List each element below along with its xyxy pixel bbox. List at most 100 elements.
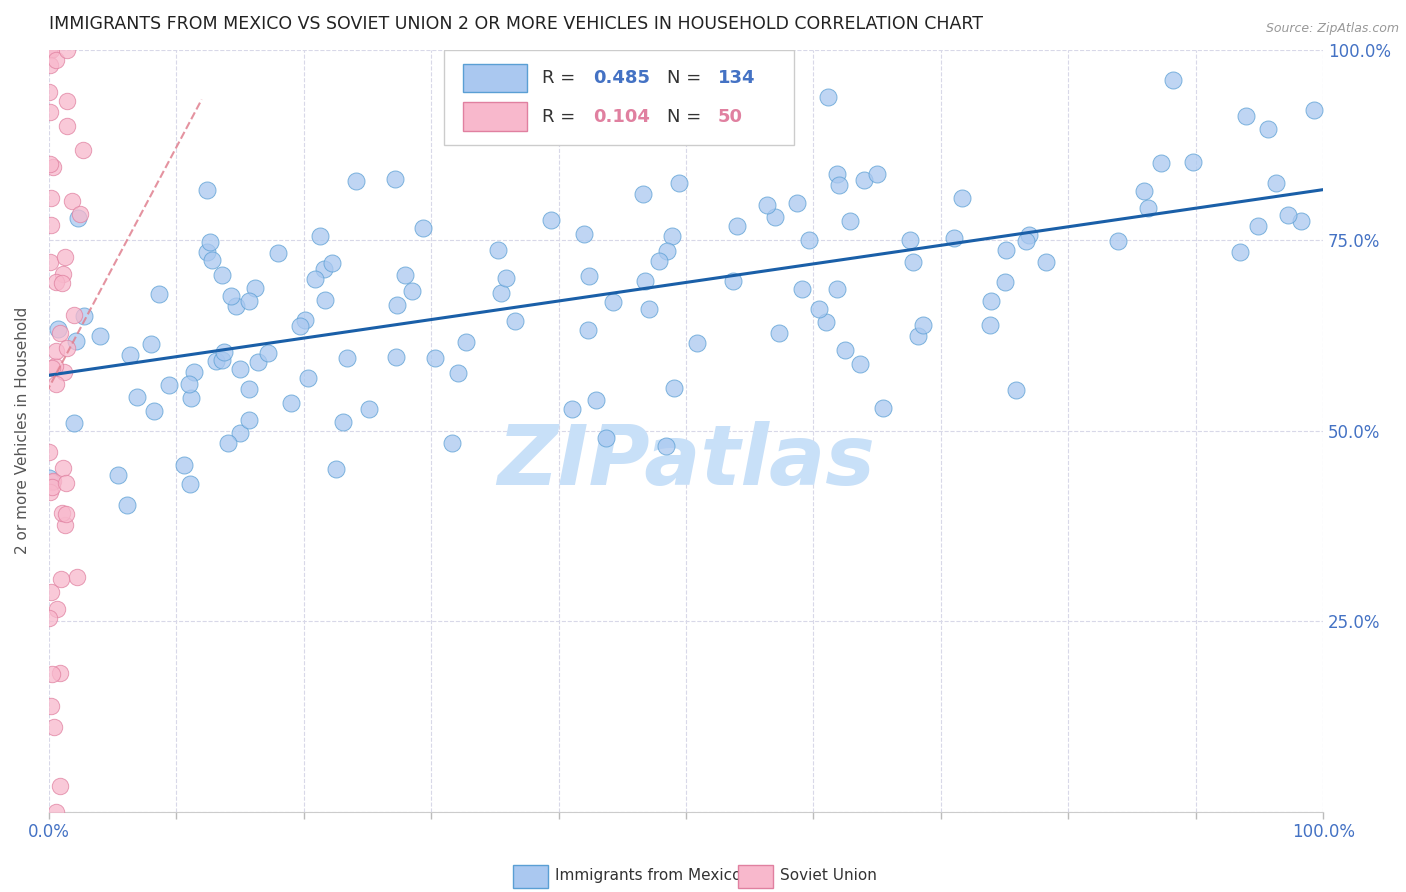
Point (825, 167, 848, 181)
Text: R =: R = (541, 108, 581, 126)
Point (72, 143, 94, 157)
Point (73, 310, 96, 324)
Point (634, 274, 657, 288)
Point (314, 293, 336, 308)
Point (325, 462, 347, 476)
Point (495, 270, 517, 285)
Text: Source: ZipAtlas.com: Source: ZipAtlas.com (1265, 22, 1399, 36)
Point (1035, 255, 1057, 269)
Point (66, 570, 89, 584)
Point (39, 157, 62, 171)
Point (595, 430, 617, 444)
Point (55, 507, 77, 521)
Point (205, 354, 228, 368)
Point (39, 485, 62, 500)
Point (200, 235, 222, 250)
Point (41, 698, 63, 713)
Point (574, 227, 596, 241)
Point (179, 477, 201, 491)
Point (141, 337, 163, 351)
Point (173, 458, 195, 472)
Point (1302, 103, 1324, 117)
Text: 134: 134 (718, 69, 755, 87)
Point (755, 197, 778, 211)
Point (312, 261, 335, 276)
Point (56, 119, 79, 133)
Point (107, 467, 129, 482)
Point (51, 276, 73, 290)
Point (309, 229, 332, 244)
Point (42, 475, 65, 489)
Text: Immigrants from Mexico: Immigrants from Mexico (555, 869, 742, 883)
Point (631, 186, 654, 201)
Point (256, 346, 278, 360)
Point (979, 318, 1001, 332)
Point (211, 268, 233, 282)
Text: Soviet Union: Soviet Union (780, 869, 877, 883)
Point (898, 233, 921, 247)
Point (41, 361, 63, 376)
Point (332, 415, 354, 429)
Point (1136, 201, 1159, 215)
Point (447, 366, 470, 380)
Point (211, 352, 233, 367)
Point (53, 366, 76, 380)
Point (39, 58, 62, 72)
Point (45, 275, 67, 289)
Point (62, 308, 84, 322)
Point (1133, 184, 1156, 198)
Point (63, 416, 86, 430)
FancyBboxPatch shape (463, 63, 527, 93)
Point (46, 321, 69, 335)
Point (225, 299, 247, 313)
Point (725, 219, 748, 233)
Point (41, 475, 63, 490)
Point (561, 401, 583, 416)
Text: N =: N = (666, 69, 707, 87)
Point (45, 53, 67, 67)
Point (838, 214, 860, 228)
Point (51, 506, 73, 520)
Point (817, 90, 839, 104)
Point (849, 357, 872, 371)
Point (662, 381, 685, 395)
Point (359, 401, 381, 416)
Point (1018, 227, 1040, 242)
Point (1289, 214, 1312, 228)
Point (834, 343, 856, 358)
Point (385, 298, 408, 312)
Y-axis label: 2 or more Vehicles in Household: 2 or more Vehicles in Household (15, 307, 30, 554)
Point (238, 293, 260, 308)
Point (45, 805, 67, 819)
Point (1234, 109, 1257, 123)
Point (69, 207, 91, 221)
Text: 0.104: 0.104 (593, 108, 650, 126)
Point (807, 301, 830, 316)
Point (238, 413, 260, 427)
Point (217, 436, 239, 450)
Point (38, 611, 60, 625)
Point (45, 344, 67, 359)
Point (39, 585, 62, 599)
Point (120, 348, 142, 362)
Point (1107, 234, 1129, 248)
Point (602, 295, 624, 310)
FancyBboxPatch shape (463, 103, 527, 131)
Point (39, 43, 62, 57)
Point (648, 253, 671, 268)
Point (852, 173, 875, 187)
Point (65, 334, 87, 348)
Point (214, 345, 236, 359)
Point (294, 313, 316, 327)
Point (243, 281, 266, 295)
Point (41, 160, 63, 174)
Point (423, 351, 446, 365)
Point (51, 460, 73, 475)
Point (48, 666, 70, 681)
Point (180, 391, 202, 405)
Point (321, 256, 343, 270)
Point (1229, 244, 1251, 259)
Point (792, 282, 814, 296)
Point (38, 471, 60, 485)
Point (143, 404, 166, 418)
